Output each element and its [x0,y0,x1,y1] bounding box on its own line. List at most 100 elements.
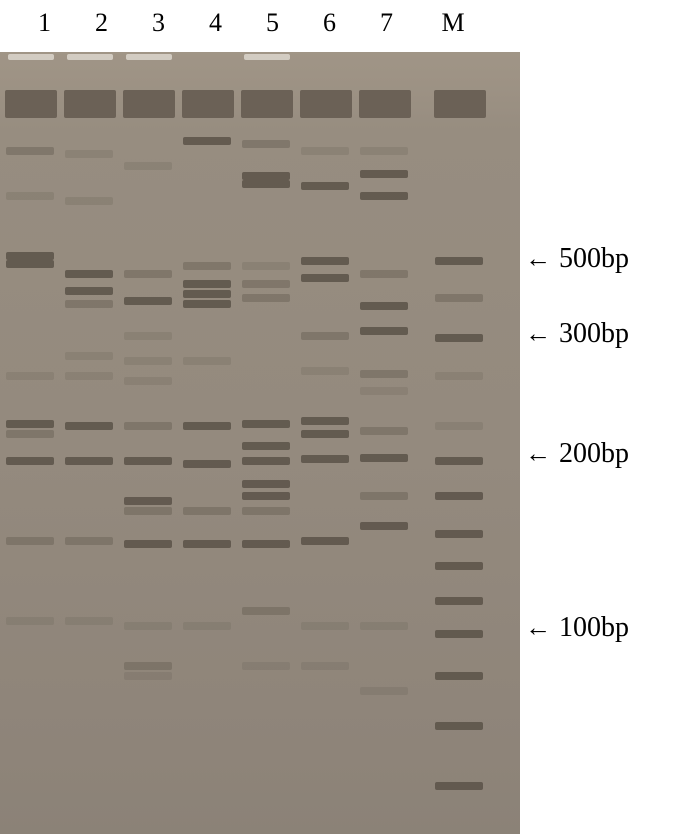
gel-well [123,90,175,118]
gel-lane-2 [62,62,116,832]
gel-lane-6 [298,62,352,832]
gel-band [124,497,172,505]
gel-band [6,147,54,155]
gel-lane-M [432,62,486,832]
gel-band [435,562,483,570]
gel-band [124,377,172,385]
gel-band [242,492,290,500]
gel-band [435,294,483,302]
gel-band [435,257,483,265]
gel-lane-1 [3,62,57,832]
size-label-text: 500bp [559,243,629,275]
gel-band [124,540,172,548]
gel-band [183,357,231,365]
size-marker-100bp: ← 100bp [525,612,629,644]
gel-well [241,90,293,118]
gel-band [360,302,408,310]
gel-band [360,327,408,335]
gel-band [360,170,408,178]
arrow-icon: ← [525,613,551,643]
gel-band [6,430,54,438]
gel-band [301,182,349,190]
gel-band [242,420,290,428]
gel-band [301,455,349,463]
gel-band [65,457,113,465]
gel-band [183,290,231,298]
gel-band [65,270,113,278]
gel-band [301,622,349,630]
gel-band [301,257,349,265]
gel-band [6,420,54,428]
gel-band [242,442,290,450]
gel-band [242,172,290,180]
gel-band [183,540,231,548]
size-label-text: 300bp [559,318,629,350]
gel-band [124,457,172,465]
arrow-icon: ← [525,319,551,349]
size-label-text: 100bp [559,612,629,644]
gel-band [360,454,408,462]
gel-well [434,90,486,118]
gel-band [435,530,483,538]
gel-band [124,357,172,365]
gel-band [435,597,483,605]
gel-lane-4 [180,62,234,832]
gel-lane-7 [357,62,411,832]
gel-band [183,137,231,145]
gel-band [65,537,113,545]
gel-figure-container: 1 2 3 4 5 6 7 M ←500bp←300bp←200bp←100bp [0,0,680,840]
gel-band [360,687,408,695]
gel-lane-3 [121,62,175,832]
gel-band [360,427,408,435]
lane-label-2: 2 [73,8,130,38]
gel-band [242,294,290,302]
gel-band [242,507,290,515]
gel-band [124,662,172,670]
gel-band [360,387,408,395]
gel-band [124,422,172,430]
gel-band [435,782,483,790]
gel-band [301,537,349,545]
size-label-text: 200bp [559,438,629,470]
gel-band [242,262,290,270]
gel-band [242,140,290,148]
gel-band [183,300,231,308]
lane-label-6: 6 [301,8,358,38]
gel-band [360,270,408,278]
gel-white-artifact [67,54,113,60]
lane-label-marker: M [423,8,483,38]
gel-white-artifact [244,54,290,60]
gel-band [124,622,172,630]
gel-band [435,492,483,500]
lane-label-1: 1 [16,8,73,38]
gel-band [301,147,349,155]
gel-band [6,372,54,380]
gel-band [183,622,231,630]
size-marker-200bp: ←200bp [525,438,629,470]
gel-band [301,332,349,340]
lane-label-5: 5 [244,8,301,38]
gel-band [242,540,290,548]
gel-band [124,162,172,170]
gel-band [6,617,54,625]
gel-band [435,630,483,638]
gel-band [124,297,172,305]
gel-band [435,422,483,430]
gel-band [183,507,231,515]
gel-white-artifact [8,54,54,60]
gel-band [65,150,113,158]
gel-electrophoresis-image [0,52,520,834]
gel-band [6,260,54,268]
arrow-icon: ← [525,244,551,274]
gel-band [301,430,349,438]
gel-band [435,372,483,380]
gel-band [183,422,231,430]
gel-band [360,147,408,155]
gel-band [124,332,172,340]
gel-white-artifact [126,54,172,60]
gel-band [65,617,113,625]
size-marker-500bp: ← 500bp [525,243,629,275]
gel-band [124,507,172,515]
gel-band [435,722,483,730]
gel-band [360,622,408,630]
